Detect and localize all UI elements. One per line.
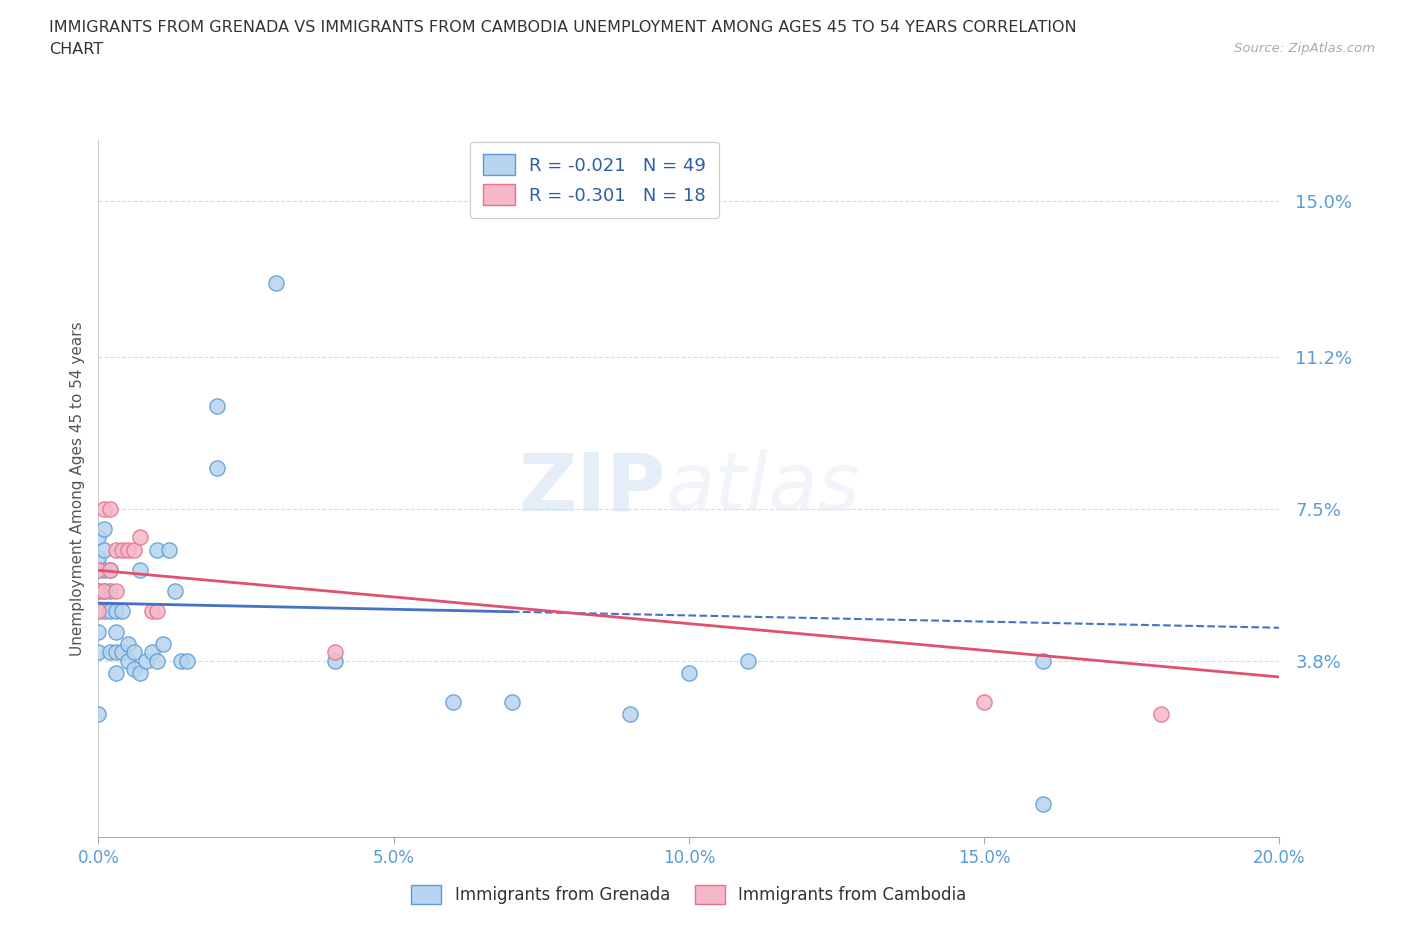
Point [157,542,180,557]
Point [93,604,115,618]
Text: CHART: CHART [49,42,103,57]
Point [128,666,150,681]
Legend: Immigrants from Grenada, Immigrants from Cambodia: Immigrants from Grenada, Immigrants from… [404,876,974,912]
Point [323,644,346,659]
Point [1032,797,1054,812]
Point [98,563,121,578]
Point [146,604,169,618]
Point [128,530,150,545]
Point [105,644,128,659]
Point [165,583,187,598]
Point [146,542,169,557]
Point [170,653,193,668]
Point [141,604,163,618]
Point [98,563,121,578]
Point [117,653,139,668]
Point [93,501,115,516]
Point [87,707,110,722]
Point [111,604,134,618]
Point [111,542,134,557]
Point [93,563,115,578]
Point [87,563,110,578]
Point [93,583,115,598]
Point [122,542,145,557]
Point [501,694,523,709]
Point [98,644,121,659]
Point [87,530,110,545]
Point [135,653,157,668]
Point [1032,653,1054,668]
Point [146,653,169,668]
Point [93,522,115,537]
Point [87,583,110,598]
Point [152,637,174,652]
Point [93,542,115,557]
Point [87,563,110,578]
Point [117,637,139,652]
Point [87,583,110,598]
Point [619,707,641,722]
Point [98,583,121,598]
Point [105,666,128,681]
Point [93,583,115,598]
Point [205,460,228,475]
Point [98,501,121,516]
Point [87,551,110,565]
Point [141,644,163,659]
Text: IMMIGRANTS FROM GRENADA VS IMMIGRANTS FROM CAMBODIA UNEMPLOYMENT AMONG AGES 45 T: IMMIGRANTS FROM GRENADA VS IMMIGRANTS FR… [49,20,1077,35]
Point [105,604,128,618]
Point [128,563,150,578]
Point [205,399,228,414]
Point [105,542,128,557]
Point [87,644,110,659]
Point [111,644,134,659]
Text: atlas: atlas [665,449,860,527]
Y-axis label: Unemployment Among Ages 45 to 54 years: Unemployment Among Ages 45 to 54 years [69,321,84,656]
Point [87,604,110,618]
Point [323,653,346,668]
Text: ZIP: ZIP [517,449,665,527]
Point [176,653,198,668]
Point [441,694,464,709]
Point [737,653,759,668]
Point [87,604,110,618]
Point [1150,707,1173,722]
Point [105,624,128,639]
Point [678,666,700,681]
Legend: R = -0.021   N = 49, R = -0.301   N = 18: R = -0.021 N = 49, R = -0.301 N = 18 [470,141,718,218]
Point [98,604,121,618]
Point [105,583,128,598]
Point [87,624,110,639]
Point [122,661,145,676]
Point [973,694,995,709]
Point [122,644,145,659]
Text: Source: ZipAtlas.com: Source: ZipAtlas.com [1234,42,1375,55]
Point [264,275,287,290]
Point [117,542,139,557]
